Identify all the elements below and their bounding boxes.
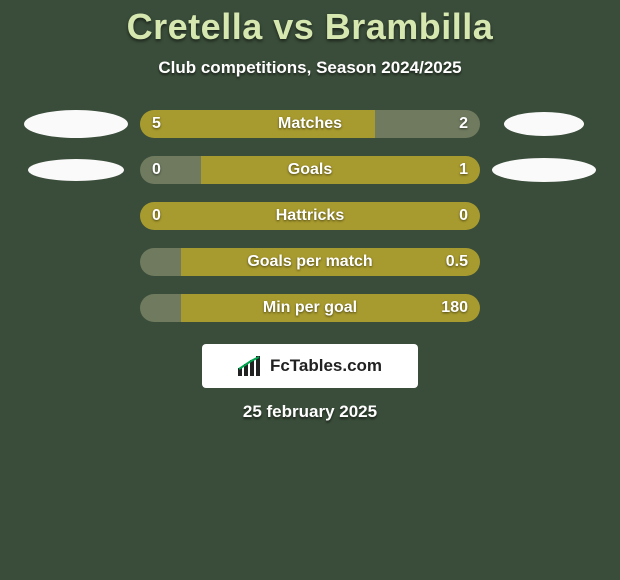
left-indicator-cell [20,248,132,276]
right-indicator-cell [488,110,600,138]
stat-bar: Min per goal180 [140,294,480,322]
stat-bar: 5Matches2 [140,110,480,138]
stat-row: 0Hattricks0 [0,202,620,230]
left-indicator-cell [20,202,132,230]
left-indicator-cell [20,294,132,322]
stat-label: Matches [140,110,480,138]
left-indicator-oval [28,159,124,181]
page-title: Cretella vs Brambilla [127,6,494,48]
right-indicator-oval [504,112,584,136]
stat-label: Goals [140,156,480,184]
bar-chart-icon [238,356,264,376]
stat-label: Hattricks [140,202,480,230]
stat-label: Min per goal [140,294,480,322]
stat-right-value: 2 [459,110,468,138]
brand-text: FcTables.com [270,356,382,376]
footer-date: 25 february 2025 [243,402,377,422]
stat-bar: Goals per match0.5 [140,248,480,276]
stat-row: Min per goal180 [0,294,620,322]
stat-right-value: 180 [441,294,468,322]
left-indicator-cell [20,156,132,184]
right-indicator-cell [488,294,600,322]
stat-right-value: 1 [459,156,468,184]
stat-bar: 0Goals1 [140,156,480,184]
right-indicator-cell [488,248,600,276]
right-indicator-oval [492,158,596,182]
stat-row: 5Matches2 [0,110,620,138]
stat-label: Goals per match [140,248,480,276]
stat-bar: 0Hattricks0 [140,202,480,230]
stat-right-value: 0.5 [446,248,468,276]
stat-right-value: 0 [459,202,468,230]
brand-badge: FcTables.com [202,344,418,388]
stat-row: 0Goals1 [0,156,620,184]
right-indicator-cell [488,156,600,184]
comparison-infographic: Cretella vs Brambilla Club competitions,… [0,0,620,580]
right-indicator-cell [488,202,600,230]
left-indicator-cell [20,110,132,138]
page-subtitle: Club competitions, Season 2024/2025 [158,58,461,78]
stat-row: Goals per match0.5 [0,248,620,276]
left-indicator-oval [24,110,128,138]
stats-area: 5Matches20Goals10Hattricks0Goals per mat… [0,110,620,322]
